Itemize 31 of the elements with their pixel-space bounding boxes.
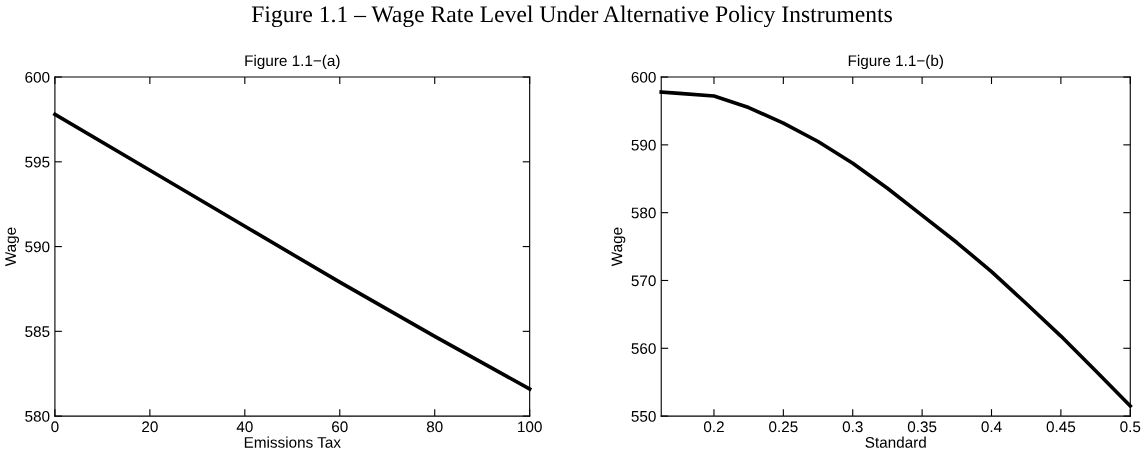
caption: Figure 1.1 – Wage Rate Level Under Alternative Policy Instruments	[251, 5, 892, 28]
x-tick-label: 60	[332, 421, 348, 433]
x-tick-label: 20	[142, 421, 158, 433]
y-tick-label: 595	[25, 156, 50, 168]
x-tick-label: 0.25	[769, 421, 798, 433]
y-tick-label: 600	[631, 71, 656, 83]
x-axis-title: Emissions Tax	[244, 436, 341, 448]
y-tick-label: 560	[631, 343, 656, 354]
x-tick-label: 0	[51, 421, 59, 433]
x-tick-label: 40	[236, 421, 253, 433]
y-tick-label: 600	[25, 71, 50, 83]
x-tick-label: 0.35	[907, 421, 937, 433]
x-axis-title: Standard	[865, 436, 926, 448]
y-axis-title: Wage	[5, 227, 20, 267]
chart-title: Figure 1.1−(b)	[848, 54, 943, 70]
y-tick-label: 580	[631, 207, 656, 219]
x-tick-label: 0.4	[981, 421, 1002, 433]
x-tick-label: 100	[518, 421, 542, 433]
x-tick-label: 0.3	[842, 421, 863, 433]
x-tick-label: 80	[426, 421, 443, 433]
y-tick-label: 580	[25, 410, 50, 422]
x-tick-label: 0.5	[1120, 421, 1141, 433]
y-axis-title: Wage	[611, 227, 626, 267]
y-tick-label: 590	[25, 241, 50, 253]
y-tick-label: 550	[631, 410, 656, 422]
x-tick-label: 0.45	[1046, 421, 1076, 433]
y-tick-label: 570	[631, 275, 656, 287]
y-tick-label: 590	[631, 139, 656, 151]
y-tick-label: 585	[25, 326, 50, 338]
x-tick-label: 0.2	[703, 421, 724, 433]
chart-title: Figure 1.1−(a)	[245, 54, 340, 70]
